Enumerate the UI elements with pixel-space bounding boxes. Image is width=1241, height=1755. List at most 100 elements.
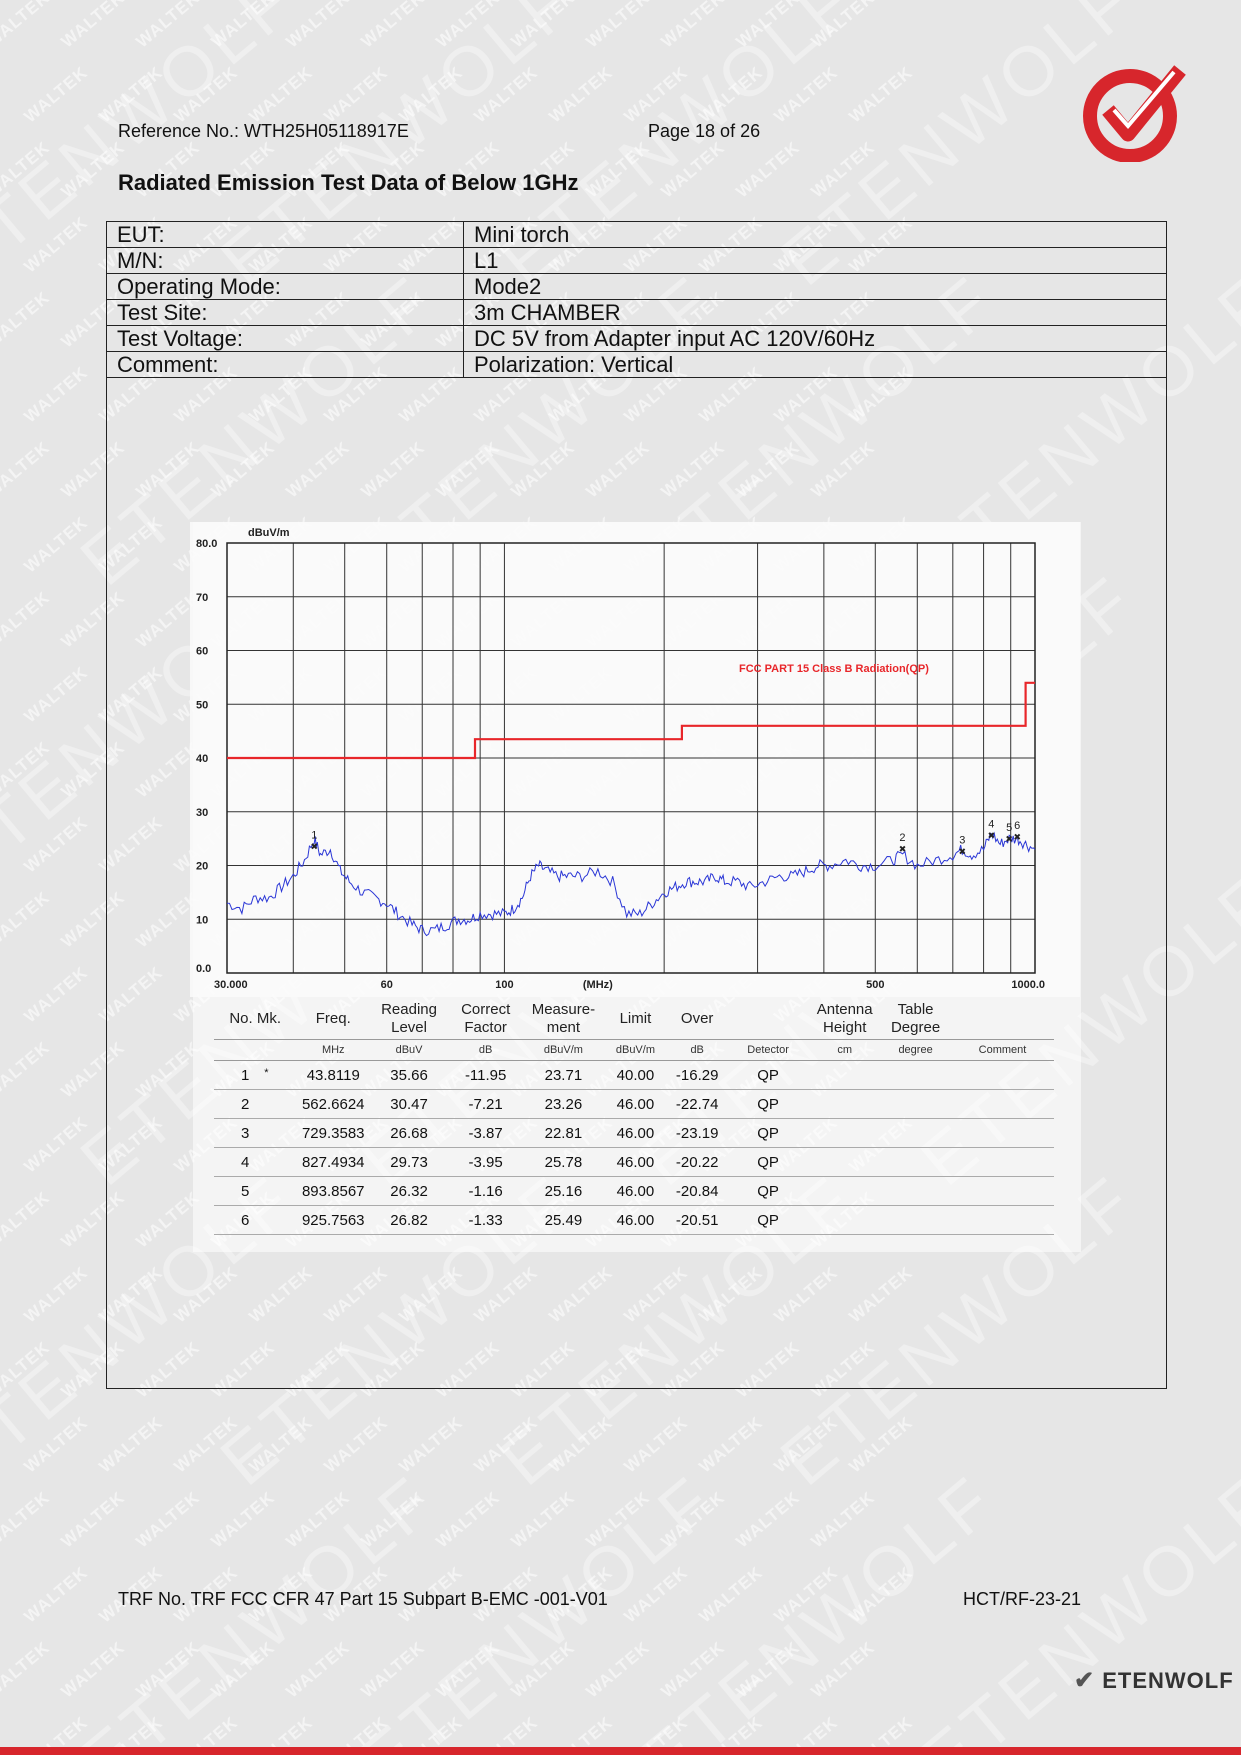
cell-comment xyxy=(951,1147,1054,1177)
cell-reading: 30.47 xyxy=(370,1089,448,1119)
results-unit-cell: dB xyxy=(667,1039,727,1061)
watermark-text: WALTEK xyxy=(20,1262,92,1327)
watermark-text: WALTEK xyxy=(0,737,54,802)
y-axis-unit: dBuV/m xyxy=(248,527,290,539)
watermark-text: WALTEK xyxy=(57,1637,129,1702)
cell-factor: -3.95 xyxy=(447,1147,524,1177)
info-label: Comment: xyxy=(106,351,464,378)
cell-factor: -1.33 xyxy=(447,1205,524,1235)
emission-trace xyxy=(226,831,1036,937)
watermark-text: WALTEK xyxy=(132,0,204,52)
info-value: L1 xyxy=(463,247,1167,274)
watermark-text: WALTEK xyxy=(395,62,467,127)
watermark-text: WALTEK xyxy=(357,1637,429,1702)
info-value: Mini torch xyxy=(463,221,1167,248)
results-header-cell: Antenna Height xyxy=(816,1001,873,1036)
info-label: Test Site: xyxy=(106,299,464,326)
watermark-text: WALTEK xyxy=(0,1637,54,1702)
row-number: 6 xyxy=(240,1211,250,1229)
cell-limit: 46.00 xyxy=(603,1205,668,1235)
watermark-text: WALTEK xyxy=(432,0,504,52)
cell-height xyxy=(809,1205,881,1235)
watermark-text: WALTEK xyxy=(57,0,129,52)
watermark-text: WALTEK xyxy=(582,1487,654,1552)
watermark-text: WALTEK xyxy=(170,62,242,127)
results-header-cell: Measure- ment xyxy=(531,1001,596,1036)
x-tick-label: 1000.0 xyxy=(1011,979,1045,991)
cell-measure: 25.78 xyxy=(523,1147,604,1177)
info-value: 3m CHAMBER xyxy=(463,299,1167,326)
cell-comment xyxy=(951,1118,1054,1148)
watermark-text: WALTEK xyxy=(20,362,92,427)
watermark-text: WALTEK xyxy=(95,1412,167,1477)
y-tick-label: 60 xyxy=(196,646,208,658)
watermark-text: WALTEK xyxy=(845,1412,917,1477)
watermark-text: WALTEK xyxy=(0,887,54,952)
cell-detector: QP xyxy=(726,1205,810,1235)
watermark-text: WALTEK xyxy=(507,0,579,52)
results-row: 4 827.4934 29.73 -3.95 25.78 46.00 -20.22 QP xyxy=(214,1147,1054,1177)
watermark-text: WALTEK xyxy=(245,62,317,127)
info-label: M/N: xyxy=(106,247,464,274)
watermark-text: WALTEK xyxy=(732,137,804,202)
cell-measure: 23.26 xyxy=(523,1089,604,1119)
info-row: Test Voltage: DC 5V from Adapter input AC… xyxy=(106,325,1167,352)
watermark-text: WALTEK xyxy=(845,62,917,127)
results-header-cell: Freq. xyxy=(315,1010,351,1027)
cell-comment xyxy=(951,1060,1054,1090)
marker-label: 3 xyxy=(959,834,965,846)
cell-no-mk: 4 xyxy=(214,1147,297,1177)
cell-comment xyxy=(951,1089,1054,1119)
watermark-text: WALTEK xyxy=(357,1487,429,1552)
watermark-text: WALTEK xyxy=(582,1637,654,1702)
watermark-text: WALTEK xyxy=(20,1562,92,1627)
watermark-text: WALTEK xyxy=(732,0,804,52)
watermark-text: WALTEK xyxy=(770,62,842,127)
cell-comment xyxy=(951,1176,1054,1206)
cell-degree xyxy=(880,1118,952,1148)
cell-over: -20.22 xyxy=(667,1147,727,1177)
results-header-cell: Correct Factor xyxy=(461,1001,511,1036)
cell-no-mk: 1 * xyxy=(214,1060,297,1090)
results-table: No. Mk. Freq. Reading Level Correct Factor M… xyxy=(214,999,1054,1235)
limit-line-label: FCC PART 15 Class B Radiation(QP) xyxy=(739,663,929,675)
cell-over: -22.74 xyxy=(667,1089,727,1119)
test-info-table: EUT: Mini torch M/N: L1 Operating Mode: Mode2… xyxy=(106,221,1167,378)
cell-reading: 35.66 xyxy=(370,1060,448,1090)
cell-over: -16.29 xyxy=(667,1060,727,1090)
footer-trf: TRF No. TRF FCC CFR 47 Part 15 Subpart B… xyxy=(118,1589,608,1609)
marker-label: 2 xyxy=(899,832,905,844)
results-unit-cell: MHz xyxy=(296,1039,371,1061)
watermark-text: WALTEK xyxy=(320,62,392,127)
marker-label: 1 xyxy=(311,830,317,842)
results-header-cell: Over xyxy=(680,1010,714,1027)
watermark-text-large: ETENWOLF xyxy=(626,1459,1011,1755)
results-header-cell: No. Mk. xyxy=(229,1010,281,1027)
cell-degree xyxy=(880,1176,952,1206)
info-value: Mode2 xyxy=(463,273,1167,300)
marker-label: 4 xyxy=(988,818,994,830)
watermark-text: WALTEK xyxy=(207,0,279,52)
watermark-text: WALTEK xyxy=(732,1487,804,1552)
cell-limit: 46.00 xyxy=(603,1089,668,1119)
y-tick-label: 10 xyxy=(196,914,208,926)
cell-measure: 23.71 xyxy=(523,1060,604,1090)
results-row: 1 * 43.8119 35.66 -11.95 23.71 40.00 -16.29 QP xyxy=(214,1060,1054,1090)
results-header-cell xyxy=(951,999,1054,1040)
x-tick-label: 30.000 xyxy=(214,979,248,991)
watermark-text: WALTEK xyxy=(20,662,92,727)
cell-factor: -11.95 xyxy=(447,1060,524,1090)
results-row: 3 729.3583 26.68 -3.87 22.81 46.00 -23.19 QP xyxy=(214,1118,1054,1148)
watermark-text: WALTEK xyxy=(620,1412,692,1477)
results-unit-cell xyxy=(214,1039,297,1061)
cell-freq: 562.6624 xyxy=(296,1089,371,1119)
watermark-text: WALTEK xyxy=(132,1637,204,1702)
row-number: 3 xyxy=(240,1124,250,1142)
watermark-text: WALTEK xyxy=(207,1637,279,1702)
watermark-text: WALTEK xyxy=(357,0,429,52)
cell-factor: -3.87 xyxy=(447,1118,524,1148)
marker-cross: ✖ xyxy=(988,830,996,840)
cell-detector: QP xyxy=(726,1176,810,1206)
y-tick-label: 80.0 xyxy=(196,538,217,550)
info-label: EUT: xyxy=(106,221,464,248)
